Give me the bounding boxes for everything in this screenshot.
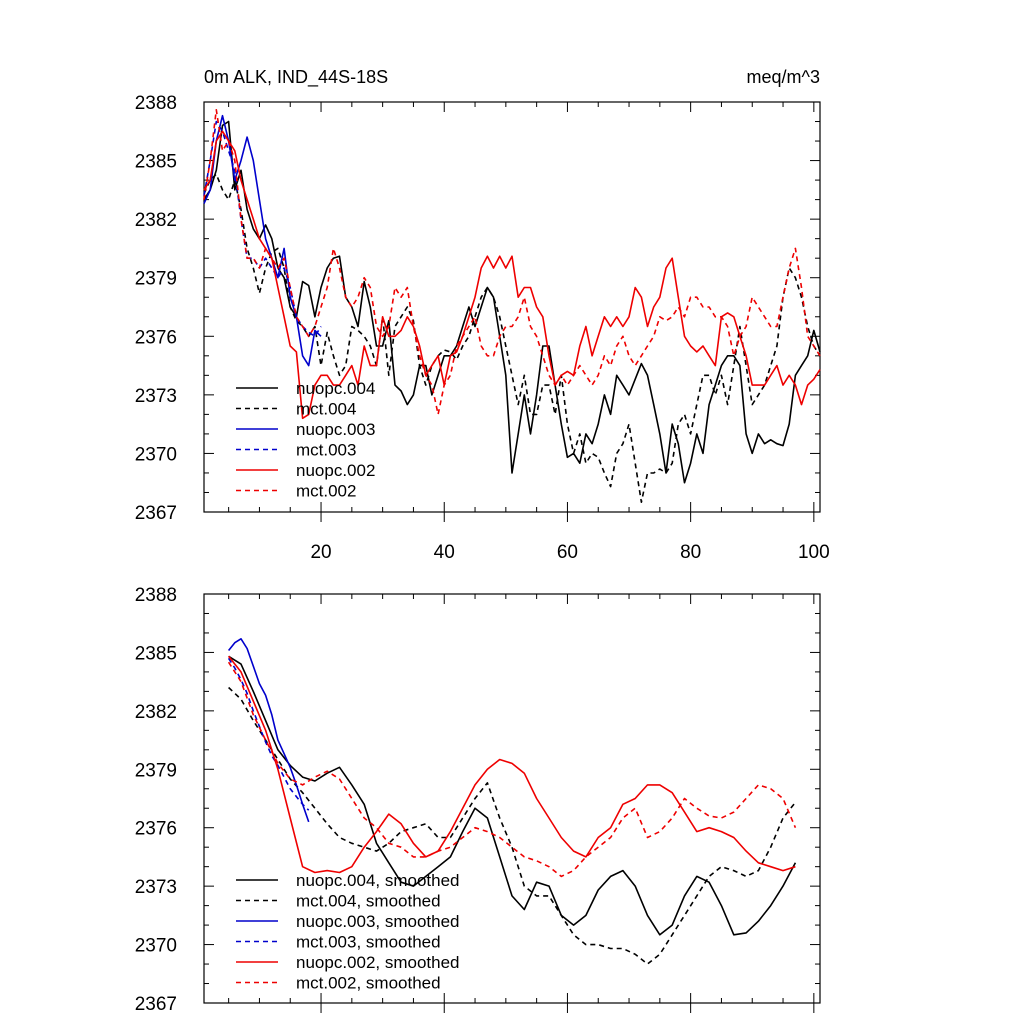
panel-1-legend-label-1: mct.004: [296, 400, 356, 419]
panel-1-plot: 2367 2370 2373 2376 2379 2382 2385 2388 20 40 60 80…: [135, 93, 830, 563]
panel-1-series-4: [203, 130, 821, 420]
panel-2-legend-label-4: nuopc.002, smoothed: [296, 953, 460, 972]
panel-1-legend-label-2: nuopc.003: [296, 420, 375, 439]
panel-2-legend-label-2: nuopc.003, smoothed: [296, 912, 460, 931]
panel-1-title-right: meq/m^3: [747, 67, 820, 87]
panel-2-series-1: [228, 686, 797, 965]
panel-2-ytick-label: 2388: [135, 585, 177, 606]
panel-1-xtick-label: 20: [310, 542, 331, 563]
panel-1-ytick-label: 2379: [135, 269, 177, 290]
panel-2-series-3: [227, 657, 310, 811]
panel-2-ytick-label: 2373: [135, 877, 177, 898]
panel-1-xtick-label: 80: [680, 542, 701, 563]
panel-2-series-4: [227, 655, 796, 874]
panel-1-frame: [203, 101, 821, 513]
panel-1-ytick-label: 2388: [135, 93, 177, 114]
panel-2-ytick-label: 2367: [135, 994, 177, 1015]
panel-1-series-0: [203, 120, 821, 484]
panel-2-ytick-label: 2385: [135, 643, 177, 664]
panel-1-ytick-label: 2373: [135, 386, 177, 407]
panel-2-ytick-label: 2382: [135, 702, 177, 723]
panel-2-frame: [203, 593, 821, 1004]
panel-1-ytick-label: 2370: [135, 444, 177, 465]
panel-1-xtick-label: 40: [434, 542, 455, 563]
panel-1-ytick-label: 2367: [135, 503, 177, 524]
panel-1-title-left: 0m ALK, IND_44S-18S: [204, 67, 388, 88]
panel-2-legend-label-5: mct.002, smoothed: [296, 974, 441, 993]
panel-2-plot: 2367 2370 2373 2376 2379 2382 2385 2388 nuopc.00…: [135, 585, 821, 1015]
panel-2-ytick-label: 2370: [135, 936, 177, 957]
panel-1-legend-label-4: nuopc.002: [296, 461, 375, 480]
panel-1-ytick-label: 2382: [135, 210, 177, 231]
panel-1-legend-label-3: mct.003: [296, 441, 356, 460]
panel-2-series-2: [227, 637, 310, 823]
panel-1-series-5: [203, 109, 821, 416]
panel-2-legend-label-3: mct.003, smoothed: [296, 933, 441, 952]
panel-1-xtick-label: 60: [557, 542, 578, 563]
panel-2-ytick-label: 2376: [135, 819, 177, 840]
panel-2-series-0: [228, 655, 797, 936]
panel-1-xtick-label: 100: [798, 542, 830, 563]
panel-2-legend-label-1: mct.004, smoothed: [296, 892, 441, 911]
panel-1-legend-label-0: nuopc.004: [296, 379, 375, 398]
panel-2-ytick-label: 2379: [135, 760, 177, 781]
panel-1-legend-label-5: mct.002: [296, 482, 356, 501]
panel-2-series-5: [227, 661, 797, 878]
panel-1-ytick-label: 2376: [135, 327, 177, 348]
panel-1-series-2: [203, 114, 322, 367]
panel-1-ytick-label: 2385: [135, 152, 177, 173]
panel-2-legend-label-0: nuopc.004, smoothed: [296, 871, 460, 890]
panel-1-series-3: [203, 120, 322, 338]
